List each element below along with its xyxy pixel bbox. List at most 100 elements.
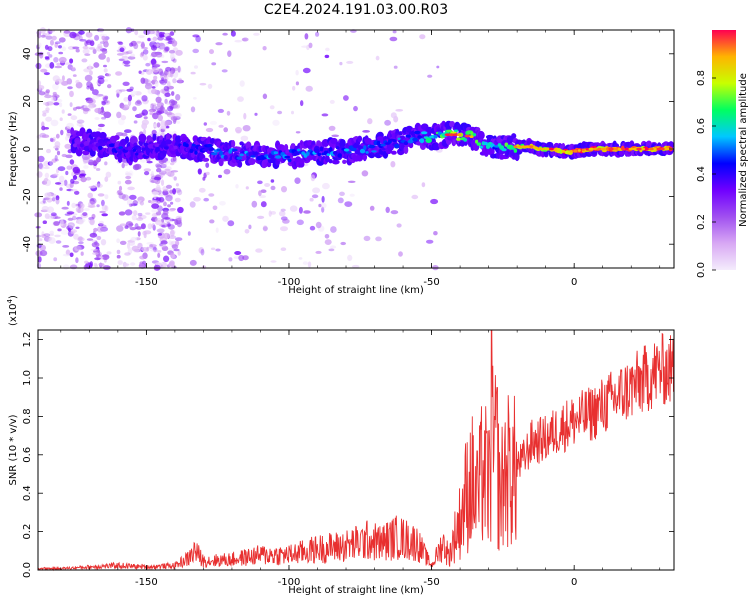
spectrogram-speckle — [98, 220, 104, 226]
spectrogram-speckle — [433, 231, 438, 236]
spectrogram-speckle — [49, 62, 55, 69]
spectrogram-speckle — [226, 110, 231, 116]
spectrogram-ridge-core — [141, 147, 146, 151]
spectrogram-speckle — [38, 163, 45, 170]
spectrogram-speckle — [53, 221, 60, 226]
spectrogram-speckle — [122, 60, 131, 65]
spectrogram-speckle — [176, 120, 181, 124]
spectrogram-speckle — [66, 225, 74, 231]
spectrogram-ridge-core — [72, 143, 78, 148]
spectrogram-speckle — [161, 60, 169, 64]
spectrogram-speckle — [137, 212, 143, 217]
spectrogram-speckle — [164, 46, 169, 52]
spectrogram-speckle — [130, 236, 138, 242]
spectrogram-speckle — [90, 83, 94, 90]
spectrogram-ridge-cell — [237, 160, 243, 168]
spectrogram-ridge-core — [99, 143, 106, 147]
spectrogram-ridge-peak — [561, 150, 566, 153]
spectrogram-speckle — [159, 106, 165, 112]
spectrogram-speckle — [128, 203, 135, 206]
spectrogram-speckle — [228, 257, 233, 262]
spectrogram-speckle — [272, 119, 280, 126]
spectrogram-speckle — [159, 224, 167, 227]
spectrogram-speckle — [375, 236, 382, 242]
spectrogram-speckle — [72, 107, 77, 111]
spectrogram-speckle — [160, 179, 165, 186]
spectrogram-ridge-core — [368, 144, 376, 149]
spectrogram-ridge-peak — [469, 135, 474, 139]
spectrogram-speckle — [51, 193, 57, 197]
spectrogram-speckle — [104, 205, 109, 212]
spectrogram-speckle — [82, 212, 88, 217]
spectrogram-speckle — [153, 176, 161, 181]
spectrogram-speckle — [43, 102, 48, 105]
spectrogram-speckle — [64, 62, 71, 65]
spectrogram-ridge-core — [306, 151, 310, 157]
spectrogram-speckle — [160, 120, 165, 128]
x-tick-label: 0 — [571, 277, 577, 288]
spectrogram-ridge-peak — [588, 147, 595, 151]
spectrogram-speckle — [126, 88, 134, 92]
spectrogram-speckle — [172, 78, 177, 84]
spectrogram-ridge-peak — [452, 133, 459, 137]
spectrogram-speckle — [75, 48, 80, 53]
spectrogram-speckle — [222, 215, 229, 222]
spectrogram-speckle — [69, 252, 74, 258]
spectrogram-ridge-cell — [526, 140, 532, 145]
spectrogram-ridge-cell — [460, 142, 465, 147]
spectrogram-speckle — [210, 247, 216, 251]
spectrogram-ridge-core — [359, 148, 366, 154]
spectrogram-speckle — [296, 219, 304, 226]
spectrogram-speckle — [123, 56, 129, 61]
spectrogram-ridge-core — [231, 148, 238, 152]
x-tick-label: -50 — [423, 277, 439, 288]
spectrogram-speckle — [171, 244, 177, 249]
spectrogram-speckle — [124, 129, 132, 134]
spectrogram-speckle — [168, 209, 175, 212]
spectrogram-speckle — [187, 231, 191, 236]
spectrogram-ridge-peak — [633, 147, 638, 151]
spectrogram-ridge-core — [419, 138, 425, 144]
spectrogram-ridge-core — [145, 148, 151, 154]
spectrogram-ridge-core — [354, 149, 362, 155]
spectrogram-ridge-core — [421, 131, 428, 135]
spectrogram-speckle — [128, 246, 133, 254]
spectrogram-speckle — [170, 162, 175, 166]
spectrogram-speckle — [86, 238, 94, 241]
spectrogram-ridge-peak — [600, 147, 606, 151]
spectrogram-speckle — [123, 97, 129, 102]
spectrogram-ridge-core — [165, 139, 172, 145]
spectrogram-speckle — [328, 248, 335, 252]
spectrogram-speckle — [75, 226, 80, 229]
spectrogram-speckle — [390, 161, 396, 168]
spectrogram-ridge-peak — [628, 147, 634, 151]
spectrogram-ridge-core — [98, 145, 103, 150]
spectrogram-ridge-peak — [653, 147, 657, 151]
spectrogram-speckle — [131, 245, 139, 252]
spectrogram-speckle — [173, 176, 177, 181]
spectrogram-speckle — [175, 237, 183, 242]
spectrogram-speckle — [59, 117, 63, 121]
spectrogram-speckle — [54, 42, 59, 48]
y-tick-label: 40 — [22, 47, 33, 60]
spectrogram-ridge-core — [206, 143, 213, 148]
spectrogram-speckle — [106, 251, 112, 255]
spectrogram-speckle — [141, 46, 149, 50]
spectrogram-speckle — [318, 203, 322, 208]
spectrogram-ridge-cell — [175, 135, 182, 144]
spectrogram-speckle — [66, 165, 73, 170]
spectrogram-speckle — [116, 225, 124, 232]
spectrogram-speckle — [115, 89, 123, 94]
spectrogram-speckle — [362, 130, 370, 133]
spectrogram-speckle — [148, 243, 154, 249]
spectrogram-speckle — [94, 117, 100, 120]
spectrogram-speckle — [89, 261, 94, 268]
spectrogram-speckle — [369, 205, 375, 211]
spectrogram-speckle — [87, 103, 95, 109]
spectrogram-speckle — [122, 81, 130, 87]
spectrogram-speckle — [177, 217, 182, 224]
spectrogram-speckle — [47, 46, 53, 52]
spectrogram-speckle — [103, 68, 108, 73]
spectrogram-speckle — [163, 120, 172, 126]
spectrogram-speckle — [270, 260, 277, 263]
